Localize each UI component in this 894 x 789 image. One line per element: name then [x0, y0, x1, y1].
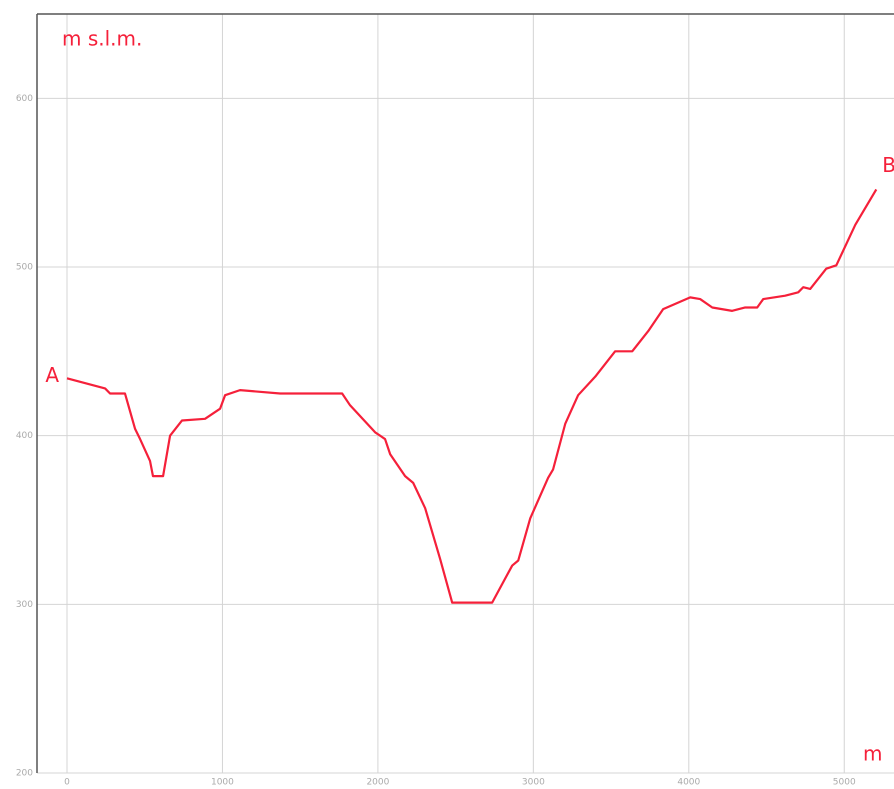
point-label: B — [882, 153, 894, 177]
grid — [37, 14, 894, 774]
y-tick-label: 300 — [16, 600, 33, 610]
y-axis-label: m s.l.m. — [62, 27, 142, 51]
y-tick-label: 500 — [16, 263, 33, 273]
y-tick-label: 200 — [16, 769, 33, 779]
y-tick-label: 400 — [16, 431, 33, 441]
x-tick-label: 3000 — [522, 778, 545, 788]
x-tick-label: 5000 — [833, 778, 856, 788]
elevation-line — [66, 188, 878, 604]
point-label: A — [45, 363, 59, 387]
x-tick-label: 2000 — [366, 778, 389, 788]
x-axis-label: m — [863, 742, 882, 766]
x-tick-label: 1000 — [211, 778, 234, 788]
y-tick-label: 600 — [16, 94, 33, 104]
x-tick-label: 4000 — [677, 778, 700, 788]
x-tick-label: 0 — [64, 778, 70, 788]
